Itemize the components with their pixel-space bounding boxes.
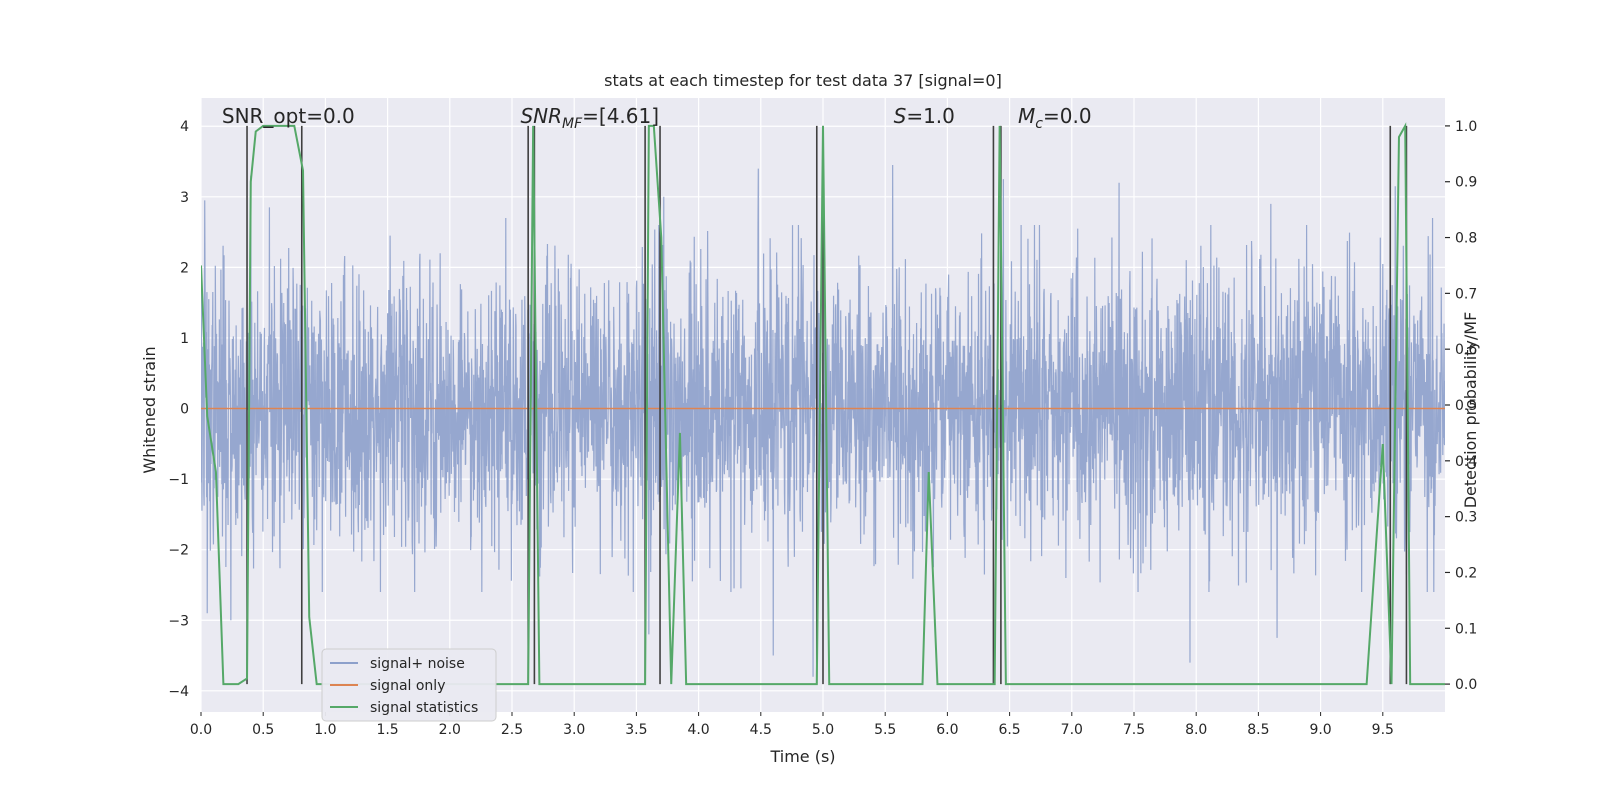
x-tick-label: 8.5 [1247,722,1269,738]
right-tick-label: 0.2 [1455,565,1477,581]
chart-title: stats at each timestep for test data 37 … [604,71,1002,90]
x-tick-label: 9.0 [1309,722,1331,738]
right-tick-label: 0.4 [1455,454,1477,470]
x-tick-label: 9.5 [1372,722,1394,738]
legend-box [321,648,497,722]
legend-label: signal statistics [370,700,478,716]
right-tick-label: 1.0 [1455,119,1477,135]
legend: signal+ noise signal only signal statistic… [321,648,497,722]
annotation-label: Mc=0.0 [1018,104,1092,132]
x-tick-label: 6.0 [936,722,958,738]
left-tick-label: 0 [180,402,189,418]
annotation-base: SNR [520,104,562,128]
annotation-label: S=1.0 [894,104,955,128]
x-tick-label: 1.0 [314,722,336,738]
right-tick-label: 0.3 [1455,510,1477,526]
x-tick-label: 0.0 [190,722,212,738]
legend-label: signal+ noise [370,656,465,672]
right-tick-label: 0.9 [1455,175,1477,191]
x-tick-label: 2.0 [439,722,461,738]
x-tick-label: 3.5 [625,722,647,738]
series-signal-statistics-line [201,122,1445,686]
annotation-label: SNR_opt=0.0 [222,104,355,128]
left-axis-ticks: −4 −3 −2 −1 0 1 2 3 4 [168,119,189,700]
legend-label: signal only [370,678,445,694]
x-tick-label: 4.5 [750,722,772,738]
left-tick-label: −4 [168,684,189,700]
x-tick-label: 3.0 [563,722,585,738]
x-tick-label: 5.5 [874,722,896,738]
right-tick-label: 0.8 [1455,231,1477,247]
right-tick-label: 0.7 [1455,286,1477,302]
x-tick-label: 6.5 [998,722,1020,738]
x-tick-label: 8.0 [1185,722,1207,738]
x-axis-label: Time (s) [769,747,835,766]
annotation-base: M [1018,104,1035,128]
right-tick-label: 0.5 [1455,398,1477,414]
x-tick-label: 4.0 [687,722,709,738]
left-tick-label: 3 [180,190,189,206]
plot-content [201,122,1445,686]
plot-area [200,98,1445,712]
annotation-base: S [894,104,907,128]
annotation-value: =1.0 [906,104,955,128]
x-axis-ticks: 0.0 0.5 1.0 1.5 2.0 2.5 3.0 3.5 4.0 4.5 5.0 5.5 6.0 6… [190,712,1394,738]
x-tick-label: 1.5 [376,722,398,738]
right-tick-label: 0.0 [1455,677,1477,693]
left-tick-label: −1 [168,472,189,488]
left-tick-label: 1 [180,331,189,347]
right-axis-ticks: 0.0 0.1 0.2 0.3 0.4 0.5 0.6 0.7 0.8 0.9 1.0 [1445,119,1477,693]
x-tick-label: 2.5 [501,722,523,738]
y-axis-label-left: Whitened strain [140,346,159,473]
left-tick-label: 2 [180,260,189,276]
left-tick-label: −3 [168,613,189,629]
annotation-subscript: MF [562,116,583,132]
annotations: SNR_opt=0.0 SNRMF=[4.61] S=1.0 Mc=0.0 [222,104,1092,132]
y-axis-label-right: Detection probability/MF [1461,312,1480,509]
left-tick-label: 4 [180,119,189,135]
annotation-label: SNRMF=[4.61] [520,104,659,132]
x-tick-label: 5.0 [812,722,834,738]
x-tick-label: 7.0 [1061,722,1083,738]
x-tick-label: 7.5 [1123,722,1145,738]
x-tick-label: 0.5 [252,722,274,738]
left-tick-label: −2 [168,543,189,559]
annotation-subscript: c [1035,116,1043,132]
right-tick-label: 0.6 [1455,342,1477,358]
annotation-value: =[4.61] [582,104,659,128]
right-tick-label: 0.1 [1455,621,1477,637]
annotation-value: =0.0 [1043,104,1092,128]
